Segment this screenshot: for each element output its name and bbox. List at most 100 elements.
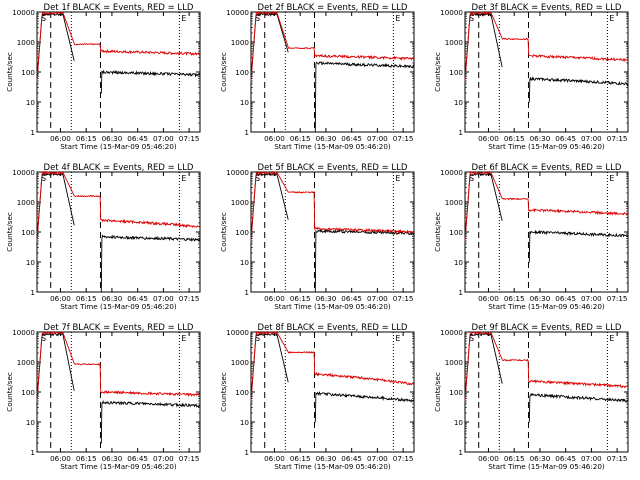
- series-lld-red: [250, 330, 415, 402]
- x-axis-label: Start Time (15-Mar-09 05:46:20): [488, 142, 605, 151]
- plot-frame: [250, 331, 415, 453]
- x-tick-label: 06:30: [102, 294, 123, 303]
- series-lld-red: [36, 11, 200, 82]
- series-lld-red: [36, 170, 200, 242]
- x-tick-label: 07:15: [607, 454, 628, 463]
- x-tick-label: 07:00: [367, 134, 388, 143]
- x-tick-label: 06:00: [50, 454, 71, 463]
- y-axis-label: Counts/sec: [433, 52, 442, 92]
- y-tick-label: 1000: [231, 38, 250, 47]
- y-tick-label: 1000: [445, 358, 464, 367]
- y-tick-label: 1: [458, 448, 463, 457]
- series-lld-red: [250, 170, 415, 242]
- start-marker: S: [41, 14, 46, 23]
- x-tick-label: 07:15: [607, 294, 628, 303]
- x-axis-label: Start Time (15-Mar-09 05:46:20): [60, 302, 177, 311]
- panel-det-9: Det 9f BLACK = Events, RED = LLD 1 10 100 10…: [433, 323, 629, 471]
- x-tick-label: 06:00: [264, 134, 285, 143]
- y-tick-label: 100: [21, 388, 35, 397]
- series-lld-red: [464, 10, 628, 82]
- series-events-black: [250, 171, 414, 293]
- x-axis-label: Start Time (15-Mar-09 05:46:20): [488, 302, 605, 311]
- panel-det-4: Det 4f BLACK = Events, RED = LLD 1 10 100 10…: [5, 163, 201, 311]
- y-tick-label: 1000: [17, 38, 36, 47]
- y-tick-label: 10: [26, 258, 36, 267]
- series-events-black: [464, 172, 628, 263]
- start-marker: S: [469, 334, 474, 343]
- end-marker: E: [395, 14, 400, 23]
- end-marker: E: [609, 14, 614, 23]
- x-axis-label: Start Time (15-Mar-09 05:46:20): [274, 142, 391, 151]
- chart-title: Det 6f BLACK = Events, RED = LLD: [472, 163, 622, 173]
- panel-det-3: Det 3f BLACK = Events, RED = LLD 1 10 100 10…: [433, 3, 629, 151]
- x-tick-label: 07:00: [581, 294, 602, 303]
- x-tick-label: 06:15: [76, 294, 97, 303]
- x-tick-label: 06:45: [127, 134, 148, 143]
- y-tick-label: 10: [454, 98, 464, 107]
- y-tick-label: 10: [240, 98, 250, 107]
- end-marker: E: [181, 14, 186, 23]
- y-tick-label: 10: [26, 418, 36, 427]
- series-lld-red: [464, 170, 629, 242]
- y-tick-label: 10000: [12, 8, 35, 17]
- x-tick-label: 06:15: [504, 294, 525, 303]
- x-tick-label: 06:45: [341, 134, 362, 143]
- y-tick-label: 10000: [226, 168, 249, 177]
- x-tick-label: 06:15: [76, 454, 97, 463]
- y-tick-label: 10: [26, 98, 36, 107]
- panel-det-6: Det 6f BLACK = Events, RED = LLD 1 10 100 10…: [433, 163, 629, 311]
- series-events-black: [250, 12, 415, 133]
- panel-det-8: Det 8f BLACK = Events, RED = LLD 1 10 100 10…: [219, 323, 415, 471]
- x-tick-label: 06:15: [504, 134, 525, 143]
- x-tick-label: 06:30: [530, 134, 551, 143]
- x-axis-label: Start Time (15-Mar-09 05:46:20): [60, 142, 177, 151]
- chart-title: Det 9f BLACK = Events, RED = LLD: [472, 323, 622, 333]
- x-tick-label: 06:00: [478, 294, 499, 303]
- end-marker: E: [181, 174, 186, 183]
- x-tick-label: 06:45: [341, 294, 362, 303]
- y-tick-label: 100: [449, 388, 463, 397]
- plot-frame: [464, 11, 629, 133]
- y-tick-label: 10: [240, 258, 250, 267]
- y-tick-label: 1: [244, 288, 249, 297]
- y-tick-label: 100: [235, 388, 249, 397]
- x-axis-label: Start Time (15-Mar-09 05:46:20): [488, 462, 605, 471]
- x-tick-label: 07:15: [607, 134, 628, 143]
- x-tick-label: 07:00: [581, 134, 602, 143]
- x-tick-label: 06:30: [530, 294, 551, 303]
- y-tick-label: 1000: [445, 198, 464, 207]
- chart-title: Det 7f BLACK = Events, RED = LLD: [44, 323, 194, 333]
- x-tick-label: 06:30: [316, 454, 337, 463]
- y-tick-label: 10000: [226, 328, 249, 337]
- x-tick-label: 07:15: [179, 294, 200, 303]
- x-tick-label: 07:00: [367, 294, 388, 303]
- x-tick-label: 06:45: [127, 294, 148, 303]
- chart-title: Det 2f BLACK = Events, RED = LLD: [258, 3, 408, 13]
- x-tick-label: 07:00: [367, 454, 388, 463]
- y-axis-label: Counts/sec: [5, 372, 14, 412]
- chart-title: Det 4f BLACK = Events, RED = LLD: [44, 163, 194, 173]
- start-marker: S: [41, 174, 46, 183]
- series-events-black: [250, 332, 415, 423]
- series-lld-red: [36, 331, 201, 402]
- start-marker: S: [469, 14, 474, 23]
- end-marker: E: [395, 174, 400, 183]
- panel-det-5: Det 5f BLACK = Events, RED = LLD 1 10 100 10…: [219, 163, 415, 311]
- y-tick-label: 1: [458, 128, 463, 137]
- y-tick-label: 10: [240, 418, 250, 427]
- x-tick-label: 06:30: [102, 454, 123, 463]
- series-events-black: [464, 12, 629, 103]
- panel-det-1: Det 1f BLACK = Events, RED = LLD 1 10 100 10…: [5, 3, 201, 151]
- y-tick-label: 100: [449, 228, 463, 237]
- y-tick-label: 1000: [17, 358, 36, 367]
- chart-title: Det 5f BLACK = Events, RED = LLD: [258, 163, 408, 173]
- series-lld-red: [250, 11, 414, 82]
- start-marker: S: [469, 174, 474, 183]
- y-tick-label: 1000: [231, 358, 250, 367]
- y-tick-label: 10000: [226, 8, 249, 17]
- chart-title: Det 8f BLACK = Events, RED = LLD: [258, 323, 408, 333]
- x-tick-label: 06:45: [341, 454, 362, 463]
- end-marker: E: [609, 174, 614, 183]
- x-axis-label: Start Time (15-Mar-09 05:46:20): [274, 462, 391, 471]
- x-tick-label: 06:15: [504, 454, 525, 463]
